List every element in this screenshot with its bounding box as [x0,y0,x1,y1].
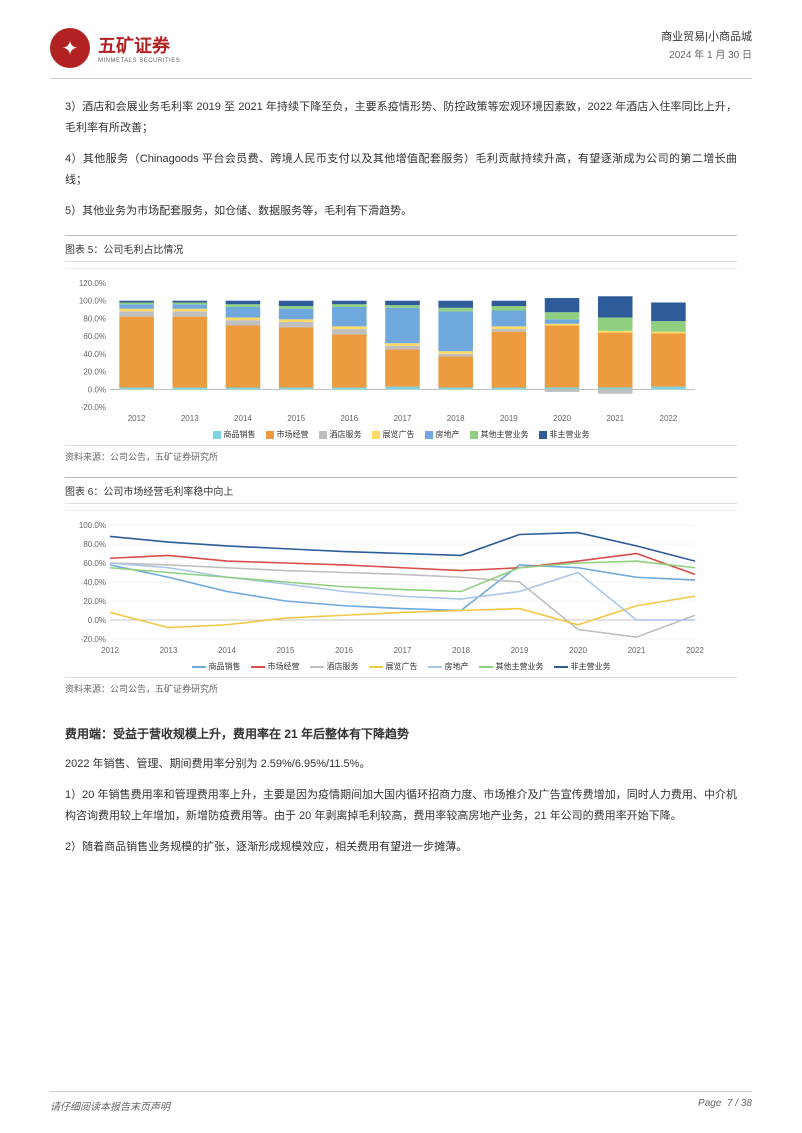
svg-text:2020: 2020 [553,414,571,423]
logo-subtitle: MINMETALS SECURITIES [98,58,180,64]
footer-page: Page 7 / 38 [698,1098,752,1113]
chart5-title: 图表 5：公司毛利占比情况 [65,241,183,256]
svg-text:2015: 2015 [287,414,305,423]
logo-area: ✦ 五矿证券 MINMETALS SECURITIES [50,28,180,68]
svg-text:0.0%: 0.0% [88,386,106,395]
svg-text:120.0%: 120.0% [79,279,106,288]
svg-text:2014: 2014 [218,646,236,655]
svg-text:2013: 2013 [181,414,199,423]
svg-text:2012: 2012 [101,646,119,655]
logo-icon: ✦ [50,28,90,68]
chart5-container: -20.0% 0.0% 20.0% 40.0% 60.0% 80.0% 100.0% 120.… [65,268,737,440]
svg-text:2021: 2021 [628,646,646,655]
header-right: 商业贸易|小商品城 2024 年 1 月 30 日 [661,28,752,61]
footer-disclaimer: 请仔细阅读本报告末页声明 [50,1098,170,1113]
svg-text:100.0%: 100.0% [79,297,106,306]
chart6-title: 图表 6：公司市场经营毛利率稳中向上 [65,483,233,498]
svg-text:60.0%: 60.0% [83,333,106,342]
svg-text:80.0%: 80.0% [83,315,106,324]
svg-text:2017: 2017 [394,414,412,423]
paragraph: 5）其他业务为市场配套服务，如仓储、数据服务等，毛利有下滑趋势。 [65,201,737,222]
svg-text:20.0%: 20.0% [83,597,106,606]
svg-text:20.0%: 20.0% [83,368,106,377]
paragraph: 2022 年销售、管理、期间费用率分别为 2.59%/6.95%/11.5%。 [65,754,737,775]
svg-text:2018: 2018 [447,414,465,423]
svg-text:2022: 2022 [660,414,678,423]
svg-text:-20.0%: -20.0% [81,635,106,644]
main-content: 3）酒店和会展业务毛利率 2019 至 2021 年持续下降至负，主要系疫情形势… [0,79,802,858]
chart6-svg: -20.0% 0.0% 20.0% 40.0% 60.0% 80.0% 100.0% 2012… [65,517,705,657]
svg-text:2013: 2013 [160,646,178,655]
svg-text:2022: 2022 [686,646,704,655]
svg-text:2019: 2019 [500,414,518,423]
chart6-legend: 商品销售市场经营酒店服务展览广告房地产其他主营业务非主营业务 [65,661,737,672]
svg-text:80.0%: 80.0% [83,540,106,549]
logo-text: 五矿证券 [98,32,180,58]
chart6-block: 图表 6：公司市场经营毛利率稳中向上 -20.0% 0.0% 20.0% 40.0% 6… [65,477,737,695]
chart6-source: 资料来源：公司公告，五矿证券研究所 [65,677,737,695]
paragraph: 2）随着商品销售业务规模的扩张，逐渐形成规模效应，相关费用有望进一步摊薄。 [65,837,737,858]
svg-text:0.0%: 0.0% [88,616,106,625]
paragraph: 4）其他服务（Chinagoods 平台会员费、跨境人民币支付以及其他增值配套服… [65,149,737,191]
svg-text:2020: 2020 [569,646,587,655]
paragraph: 3）酒店和会展业务毛利率 2019 至 2021 年持续下降至负，主要系疫情形势… [65,97,737,139]
svg-text:2012: 2012 [128,414,146,423]
svg-text:40.0%: 40.0% [83,350,106,359]
svg-text:100.0%: 100.0% [79,521,106,530]
svg-text:2017: 2017 [394,646,412,655]
svg-text:2016: 2016 [340,414,358,423]
section2-title: 费用端：受益于营收规模上升，费用率在 21 年后整体有下降趋势 [65,725,737,742]
doc-date: 2024 年 1 月 30 日 [661,46,752,61]
chart5-block: 图表 5：公司毛利占比情况 -20.0% 0.0% 20.0% 40.0% 60.0% 8… [65,235,737,463]
chart5-source: 资料来源：公司公告，五矿证券研究所 [65,445,737,463]
svg-text:2021: 2021 [606,414,624,423]
svg-text:2015: 2015 [277,646,295,655]
paragraph: 1）20 年销售费用率和管理费用率上升，主要是因为疫情期间加大国内循环招商力度、… [65,785,737,827]
chart5-svg: -20.0% 0.0% 20.0% 40.0% 60.0% 80.0% 100.0% 120.… [65,275,705,425]
svg-text:2019: 2019 [511,646,529,655]
svg-text:60.0%: 60.0% [83,559,106,568]
chart6-container: -20.0% 0.0% 20.0% 40.0% 60.0% 80.0% 100.0% 2012… [65,510,737,672]
svg-text:40.0%: 40.0% [83,578,106,587]
svg-text:2014: 2014 [234,414,252,423]
svg-text:-20.0%: -20.0% [81,403,106,412]
page-footer: 请仔细阅读本报告末页声明 Page 7 / 38 [50,1091,752,1113]
page-header: ✦ 五矿证券 MINMETALS SECURITIES 商业贸易|小商品城 20… [0,0,802,78]
svg-text:2018: 2018 [452,646,470,655]
doc-category: 商业贸易|小商品城 [661,28,752,44]
chart5-legend: 商品销售市场经营酒店服务展览广告房地产其他主营业务非主营业务 [65,429,737,440]
svg-text:2016: 2016 [335,646,353,655]
